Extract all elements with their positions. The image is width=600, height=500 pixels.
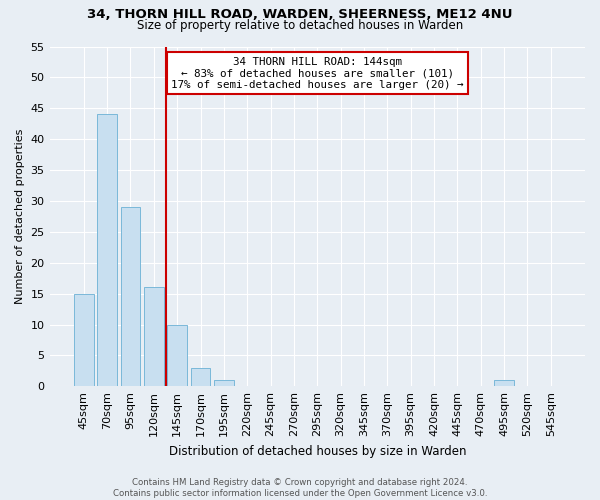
Text: 34 THORN HILL ROAD: 144sqm
← 83% of detached houses are smaller (101)
17% of sem: 34 THORN HILL ROAD: 144sqm ← 83% of deta… — [171, 56, 464, 90]
Bar — [74, 294, 94, 386]
X-axis label: Distribution of detached houses by size in Warden: Distribution of detached houses by size … — [169, 444, 466, 458]
Bar — [494, 380, 514, 386]
Bar — [121, 207, 140, 386]
Bar — [97, 114, 117, 386]
Text: Size of property relative to detached houses in Warden: Size of property relative to detached ho… — [137, 19, 463, 32]
Bar — [214, 380, 234, 386]
Bar — [191, 368, 211, 386]
Bar — [144, 288, 164, 386]
Text: Contains HM Land Registry data © Crown copyright and database right 2024.
Contai: Contains HM Land Registry data © Crown c… — [113, 478, 487, 498]
Y-axis label: Number of detached properties: Number of detached properties — [15, 128, 25, 304]
Bar — [167, 324, 187, 386]
Text: 34, THORN HILL ROAD, WARDEN, SHEERNESS, ME12 4NU: 34, THORN HILL ROAD, WARDEN, SHEERNESS, … — [87, 8, 513, 20]
